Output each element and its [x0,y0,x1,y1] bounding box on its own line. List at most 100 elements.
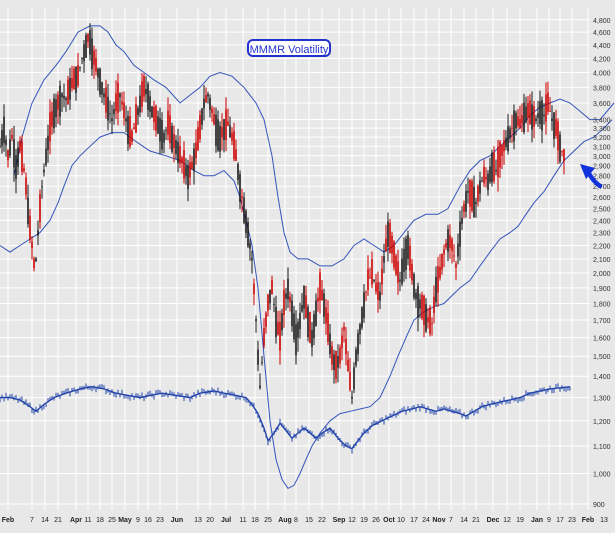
candle-body [321,289,323,301]
candle-body [53,98,55,129]
candle-body [435,276,437,303]
candle-body [175,140,177,155]
candle-body [437,265,439,293]
candle-body [165,130,167,132]
candle-body [107,96,109,121]
y-tick-label: 2,700 [593,184,611,191]
candle-body [229,125,231,138]
candle-body [63,95,65,99]
candle-body [281,313,283,331]
candle-body [83,44,85,62]
candle-body [35,258,37,262]
candle-body [141,81,143,107]
candle-body [237,164,239,180]
candle-body [167,110,169,135]
candle-body [163,132,165,143]
candle-body [563,149,565,162]
candle-body [297,321,299,338]
candle-body [421,294,423,319]
candle-body [41,186,43,188]
y-tick-label: 1,500 [593,354,611,361]
candle-body [349,372,351,390]
x-tick-label: 11 [84,517,91,524]
candle-body [45,148,47,166]
candle-body [413,274,415,298]
candle-body [303,285,305,309]
candle-body [457,243,459,257]
candle-body [259,385,261,389]
candle-body [423,295,425,326]
candle-body [305,295,307,319]
candle-body [221,126,223,138]
y-tick-label: 3,400 [593,118,611,125]
candle-body [219,125,221,152]
candle-body [507,126,509,152]
candle-body [121,101,123,105]
candle-body [133,127,135,130]
x-tick-label: 24 [422,517,430,524]
candle-body [355,349,357,366]
candle-body [361,307,363,328]
candle-body [347,359,349,372]
candle-body [159,118,161,142]
candle-body [533,106,535,127]
candle-body [345,338,347,355]
candle-body [17,147,19,167]
candle-body [367,268,369,290]
candle-body [373,279,375,282]
candle-body [243,197,245,224]
candle-body [13,139,15,168]
y-tick-label: 1,300 [593,396,611,403]
x-tick-label: 14 [460,517,468,524]
candle-body [183,149,185,179]
candle-body [7,150,9,161]
candle-body [451,238,453,251]
candle-body [333,354,335,370]
candle-body [477,185,479,202]
candle-body [469,179,471,207]
candle-body [51,111,53,127]
candle-body [339,347,341,364]
y-tick-label: 1,600 [593,336,611,343]
y-tick-label: 2,900 [593,164,611,171]
candle-body [271,280,273,295]
candle-body [283,289,285,316]
candle-body [427,317,429,323]
x-tick-label: 17 [556,517,564,524]
y-tick-label: 3,600 [593,101,611,108]
candle-body [73,68,75,90]
candle-body [67,79,69,105]
candle-body [319,272,321,301]
x-tick-label: 14 [41,517,49,524]
candle-body [351,396,353,399]
candle-body [21,141,23,172]
candle-body [365,291,367,293]
candle-body [489,166,491,182]
candle-body [267,294,269,311]
lower-band-line [0,119,613,490]
candle-body [75,66,77,93]
candle-body [299,312,301,330]
candle-body [89,30,91,55]
x-tick-label: 26 [372,517,380,524]
x-tick-label: Dec [487,517,500,524]
candle-body [527,103,529,118]
candle-body [353,367,355,390]
candle-body [519,118,521,128]
candle-body [529,100,531,124]
chart-title-box: MMMR Volatility [247,39,331,57]
candle-body [279,321,281,351]
candle-body [403,248,405,272]
x-tick-label: Jun [171,517,183,524]
candle-body [445,243,447,248]
candle-body [315,300,317,327]
candle-body [247,222,249,247]
x-tick-label: 17 [410,517,418,524]
candle-body [235,149,237,161]
candle-body [19,140,21,152]
candle-body [239,174,241,203]
x-tick-label: May [118,517,132,524]
candle-body [197,127,199,150]
candle-body [295,324,297,356]
